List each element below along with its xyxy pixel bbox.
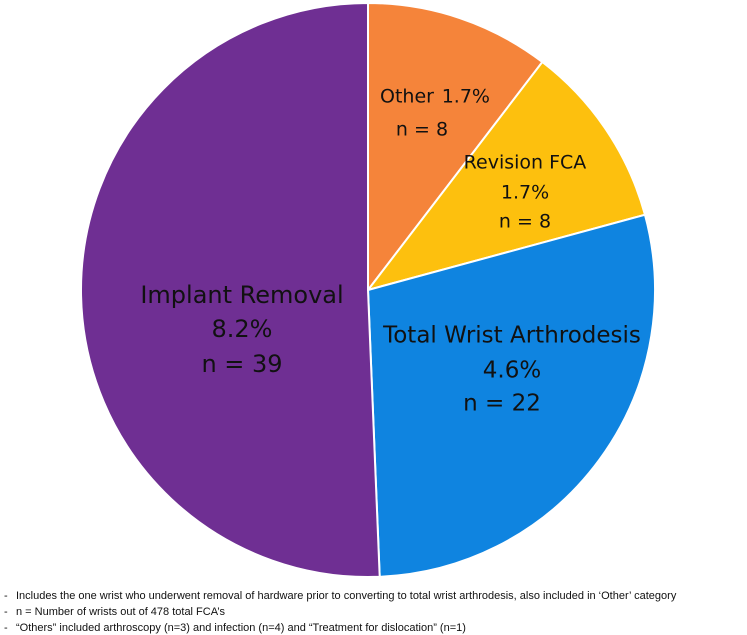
footnote: “Others” included arthroscopy (n=3) and … — [16, 622, 466, 634]
bullet: - — [4, 590, 8, 602]
value-label: n = 8 — [499, 211, 551, 233]
slice — [367, 1, 544, 293]
percent-label: 8.2% — [212, 315, 273, 343]
bullet: - — [4, 606, 8, 618]
category-label: Total Wrist Arthrodesis — [382, 323, 641, 349]
category-label: Other — [380, 86, 434, 108]
slice — [366, 213, 656, 578]
value-label: n = 22 — [463, 391, 541, 417]
bullet: - — [4, 622, 8, 634]
slice — [79, 1, 381, 578]
footnote: Includes the one wrist who underwent rem… — [16, 590, 677, 602]
pie — [79, 1, 656, 578]
labels: Other 1.7% n = 8 Revision FCA 1.7% n = 8 Total… — [140, 86, 641, 417]
percent-label: 1.7% — [442, 86, 490, 108]
category-label: Implant Removal — [140, 281, 343, 309]
value-label: n = 39 — [201, 350, 282, 378]
footnote: n = Number of wrists out of 478 total FC… — [16, 606, 225, 618]
percent-label: 1.7% — [501, 182, 549, 204]
value-label: n = 8 — [396, 119, 448, 141]
category-label: Revision FCA — [464, 152, 587, 174]
percent-label: 4.6% — [483, 358, 541, 384]
